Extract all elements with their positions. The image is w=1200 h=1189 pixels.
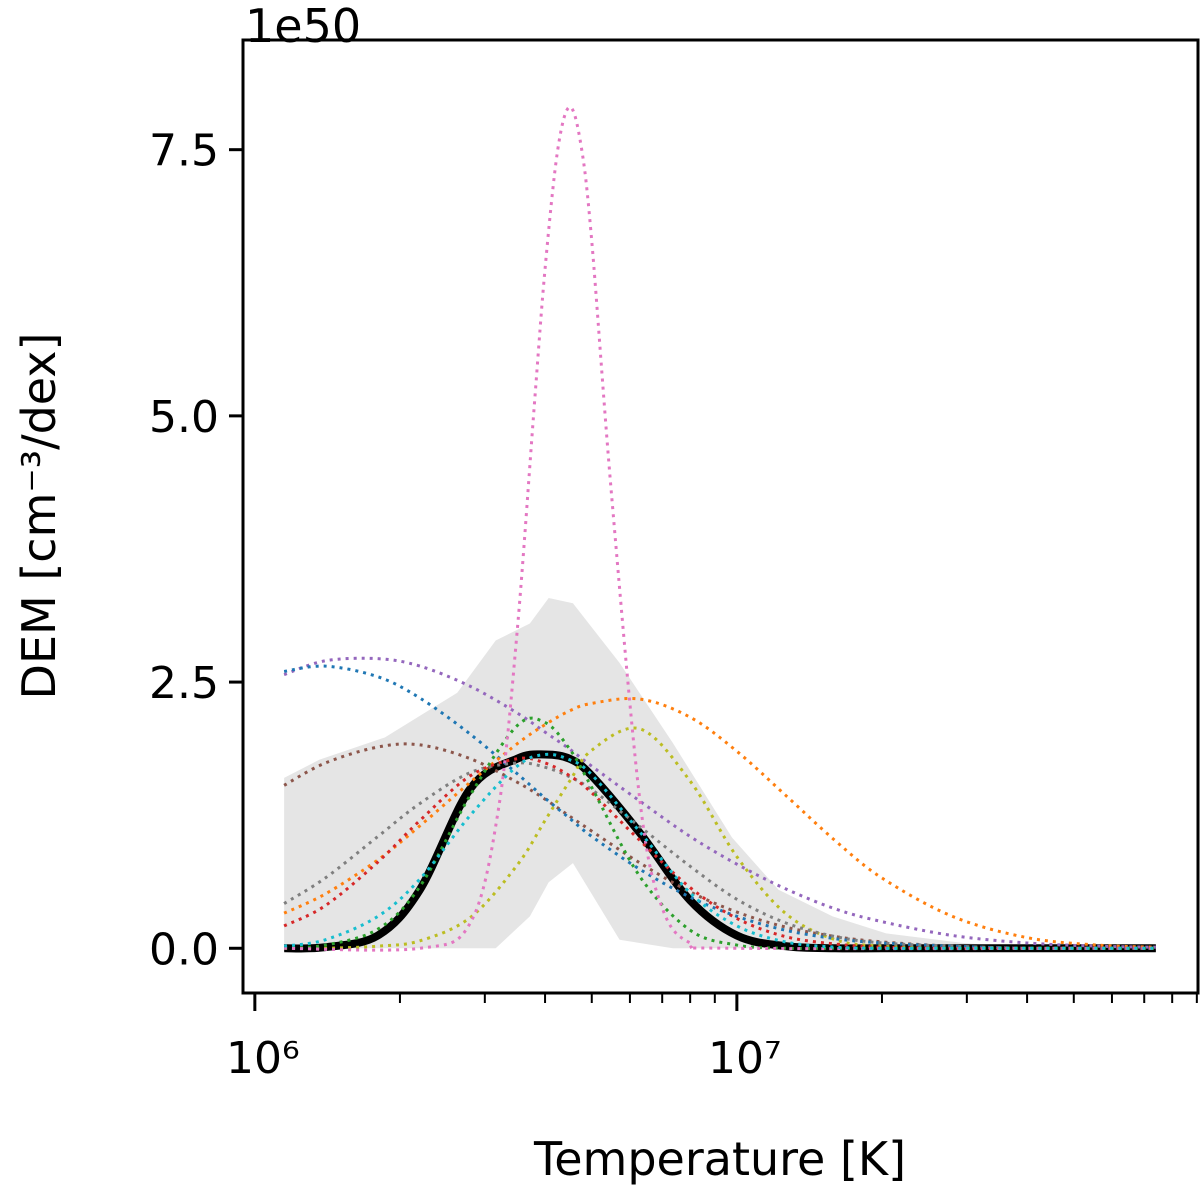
- dem-series-line-1: [283, 656, 1156, 949]
- x-axis: 10⁶ 10⁷: [226, 993, 1198, 1084]
- y-tick-label: 2.5: [149, 658, 219, 709]
- dem-series-line-2: [283, 664, 1156, 950]
- y-axis: 0.0 2.5 5.0 7.5: [149, 126, 243, 975]
- uncertainty-band: [284, 597, 1027, 949]
- x-tick-label: 10⁶: [226, 1033, 300, 1084]
- y-tick-label: 7.5: [149, 126, 219, 177]
- axes-frame: [241, 38, 1200, 995]
- dem-series-line-8: [284, 105, 1156, 952]
- y-axis-label: DEM [cm⁻³/dex]: [12, 333, 66, 700]
- y-tick-label: 0.0: [149, 924, 219, 975]
- y-offset-text: 1e50: [245, 0, 361, 53]
- x-axis-label: Temperature [K]: [533, 1132, 906, 1186]
- dem-series-line-5: [283, 761, 1156, 950]
- x-tick-label: 10⁷: [708, 1033, 782, 1084]
- plot-area: [283, 105, 1156, 953]
- y-tick-label: 5.0: [149, 392, 219, 443]
- dem-series-line-3: [283, 697, 1156, 949]
- dem-series-line-9: [283, 752, 1156, 950]
